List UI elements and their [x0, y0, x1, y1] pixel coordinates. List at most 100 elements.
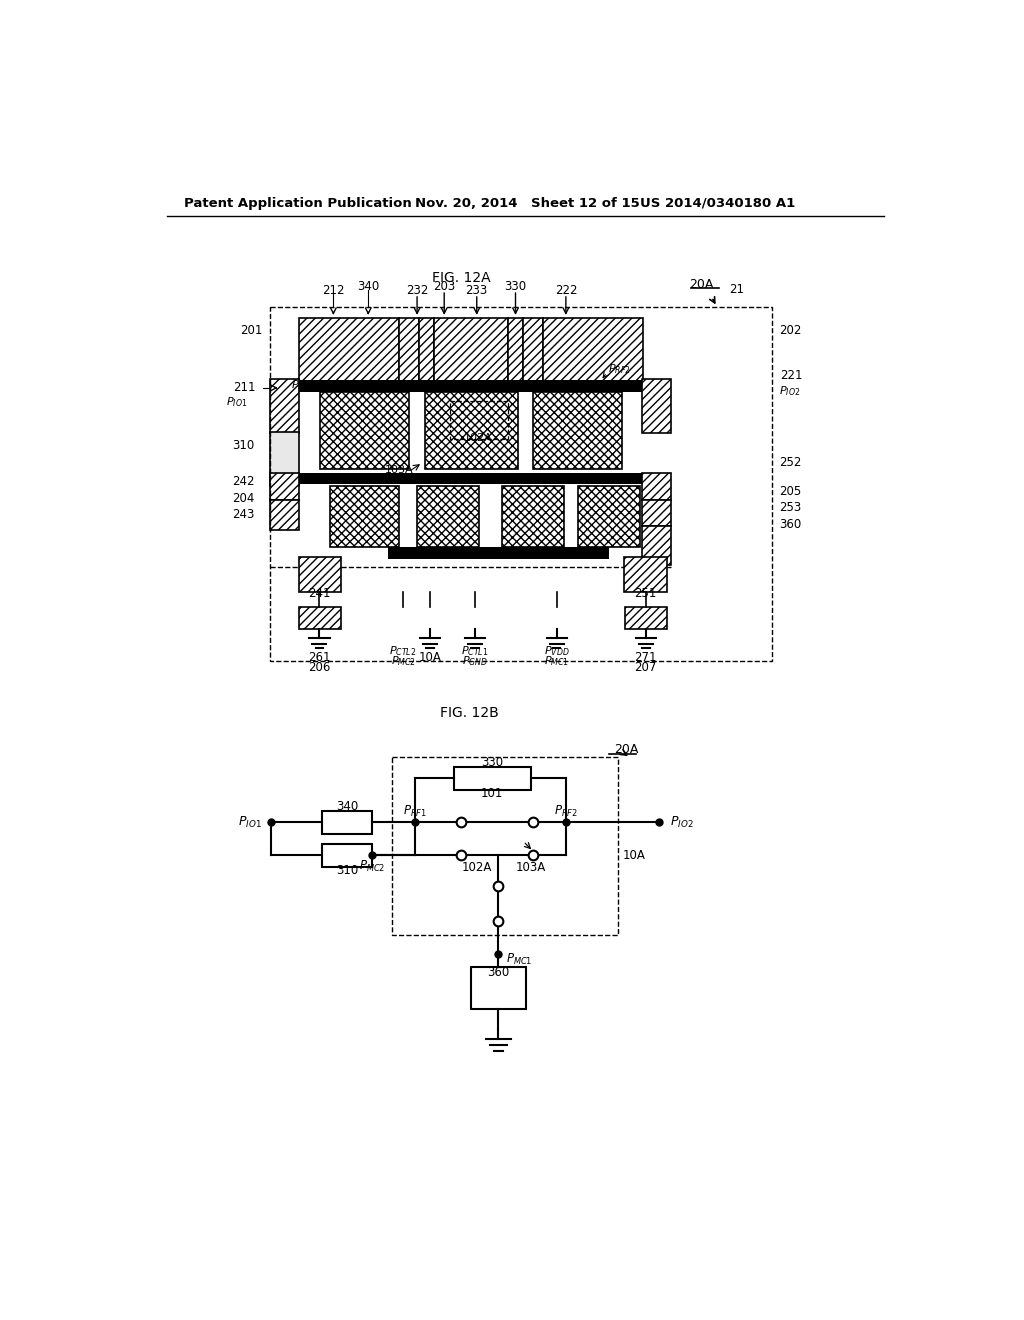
Text: 231: 231: [326, 379, 348, 392]
Text: $P_{MC2}$: $P_{MC2}$: [359, 858, 385, 874]
Text: 222: 222: [555, 284, 578, 297]
Text: 242: 242: [231, 475, 254, 488]
Bar: [503, 486, 564, 548]
Bar: [417, 486, 479, 548]
Bar: [625, 607, 668, 628]
Text: 205: 205: [779, 484, 801, 498]
Text: 10A: 10A: [419, 651, 441, 664]
Bar: [578, 486, 640, 548]
Text: 206: 206: [308, 661, 331, 675]
Text: $P_{RF2}$: $P_{RF2}$: [554, 804, 578, 818]
Text: $P_{IO1}$: $P_{IO1}$: [238, 814, 261, 830]
Bar: [270, 432, 299, 486]
Bar: [270, 473, 299, 499]
Text: $P_{CTL2}$: $P_{CTL2}$: [389, 644, 417, 659]
Text: 211: 211: [233, 381, 256, 395]
Text: $P_{RF2}$: $P_{RF2}$: [608, 363, 631, 376]
Bar: [270, 379, 299, 433]
Text: 101: 101: [460, 379, 482, 392]
Text: 103A: 103A: [385, 465, 414, 475]
Text: 202: 202: [779, 323, 802, 337]
Text: 360: 360: [779, 517, 801, 531]
Text: 207: 207: [635, 661, 656, 675]
Bar: [543, 318, 643, 383]
Bar: [299, 473, 643, 484]
Bar: [642, 499, 671, 527]
Text: 261: 261: [308, 651, 331, 664]
Text: 243: 243: [232, 508, 254, 520]
Bar: [642, 473, 671, 499]
Text: $P_{VDD}$: $P_{VDD}$: [544, 644, 569, 659]
Bar: [299, 557, 341, 591]
Text: 233: 233: [466, 284, 487, 297]
Text: 310: 310: [336, 865, 358, 878]
Text: FIG. 12A: FIG. 12A: [432, 271, 490, 285]
Text: Patent Application Publication: Patent Application Publication: [183, 197, 412, 210]
Text: 101: 101: [481, 787, 504, 800]
Bar: [388, 548, 608, 558]
Text: 21: 21: [729, 282, 743, 296]
Text: 204: 204: [232, 492, 254, 506]
Text: $P_{IO2}$: $P_{IO2}$: [779, 384, 801, 397]
Bar: [299, 380, 643, 392]
Bar: [299, 318, 399, 383]
Bar: [642, 527, 671, 565]
Bar: [434, 318, 508, 383]
Bar: [391, 758, 617, 935]
Text: US 2014/0340180 A1: US 2014/0340180 A1: [640, 197, 795, 210]
Bar: [508, 318, 523, 383]
Bar: [425, 392, 518, 469]
Text: 253: 253: [779, 502, 801, 515]
Bar: [330, 486, 399, 548]
Text: $P_{MC2}$: $P_{MC2}$: [390, 655, 416, 668]
Bar: [270, 308, 772, 661]
Bar: [454, 767, 531, 789]
Bar: [419, 318, 434, 383]
Text: 310: 310: [232, 440, 254, 453]
Text: $P_{RF1}$: $P_{RF1}$: [291, 379, 314, 392]
Text: $P_{IO2}$: $P_{IO2}$: [671, 814, 694, 830]
Text: 102A: 102A: [464, 433, 493, 444]
Bar: [322, 810, 372, 834]
Text: 201: 201: [240, 323, 262, 337]
Text: 103A: 103A: [515, 861, 546, 874]
Text: Sheet 12 of 15: Sheet 12 of 15: [531, 197, 640, 210]
Text: 340: 340: [357, 280, 379, 293]
Bar: [450, 401, 508, 440]
Text: 271: 271: [635, 651, 657, 664]
Bar: [523, 318, 543, 383]
Text: Nov. 20, 2014: Nov. 20, 2014: [415, 197, 517, 210]
Text: 223: 223: [562, 379, 585, 392]
Text: 221: 221: [780, 370, 803, 381]
Bar: [322, 843, 372, 867]
Bar: [321, 392, 410, 469]
Text: 102A: 102A: [461, 861, 492, 874]
Text: 360: 360: [487, 966, 510, 979]
Text: 251: 251: [635, 587, 656, 601]
Text: $P_{RF1}$: $P_{RF1}$: [402, 804, 427, 818]
Text: 212: 212: [323, 284, 345, 297]
Bar: [642, 379, 671, 433]
Text: 20A: 20A: [614, 743, 638, 756]
Text: $P_{IO1}$: $P_{IO1}$: [226, 395, 248, 409]
Bar: [399, 318, 419, 383]
Text: $P_{GND}$: $P_{GND}$: [462, 655, 488, 668]
Bar: [299, 607, 341, 628]
Text: 252: 252: [779, 455, 802, 469]
Text: 330: 330: [505, 280, 526, 293]
Text: FIG. 12B: FIG. 12B: [439, 706, 499, 719]
Text: 330: 330: [481, 756, 504, 770]
Text: 232: 232: [406, 284, 428, 297]
Bar: [471, 966, 525, 1010]
Text: $P_{CTL1}$: $P_{CTL1}$: [462, 644, 488, 659]
Text: $P_{MC1}$: $P_{MC1}$: [544, 655, 569, 668]
Bar: [270, 499, 299, 531]
Text: 241: 241: [308, 587, 331, 601]
Bar: [534, 392, 623, 469]
Text: $P_{MC1}$: $P_{MC1}$: [506, 952, 532, 966]
Text: 20A: 20A: [689, 279, 714, 292]
Bar: [624, 557, 667, 591]
Text: 203: 203: [433, 280, 456, 293]
Text: 340: 340: [336, 800, 358, 813]
Text: 10A: 10A: [623, 849, 645, 862]
